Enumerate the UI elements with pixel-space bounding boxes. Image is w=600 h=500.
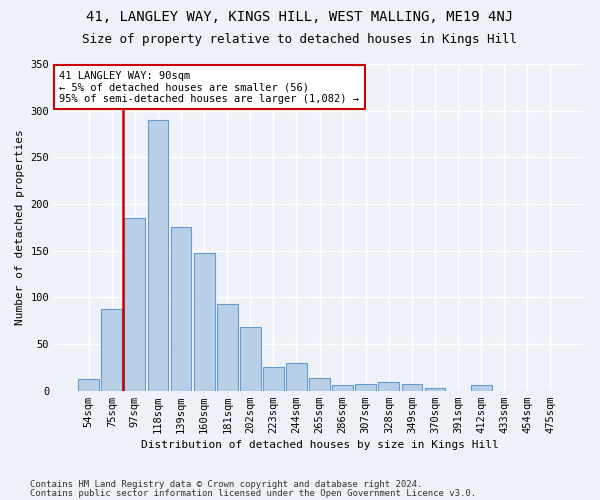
Bar [194,252,215,390]
Bar [78,378,99,390]
Bar [379,382,399,390]
Text: 41 LANGLEY WAY: 90sqm
← 5% of detached houses are smaller (56)
95% of semi-detac: 41 LANGLEY WAY: 90sqm ← 5% of detached h… [59,70,359,104]
Bar [355,384,376,390]
Bar [148,120,169,390]
X-axis label: Distribution of detached houses by size in Kings Hill: Distribution of detached houses by size … [141,440,499,450]
Bar [401,384,422,390]
Bar [240,327,261,390]
Text: Size of property relative to detached houses in Kings Hill: Size of property relative to detached ho… [83,32,517,46]
Y-axis label: Number of detached properties: Number of detached properties [15,130,25,325]
Bar [425,388,445,390]
Text: 41, LANGLEY WAY, KINGS HILL, WEST MALLING, ME19 4NJ: 41, LANGLEY WAY, KINGS HILL, WEST MALLIN… [86,10,514,24]
Bar [217,304,238,390]
Bar [170,228,191,390]
Bar [471,385,491,390]
Bar [263,368,284,390]
Bar [124,218,145,390]
Bar [309,378,330,390]
Text: Contains HM Land Registry data © Crown copyright and database right 2024.: Contains HM Land Registry data © Crown c… [30,480,422,489]
Bar [332,385,353,390]
Bar [286,362,307,390]
Bar [101,308,122,390]
Text: Contains public sector information licensed under the Open Government Licence v3: Contains public sector information licen… [30,488,476,498]
